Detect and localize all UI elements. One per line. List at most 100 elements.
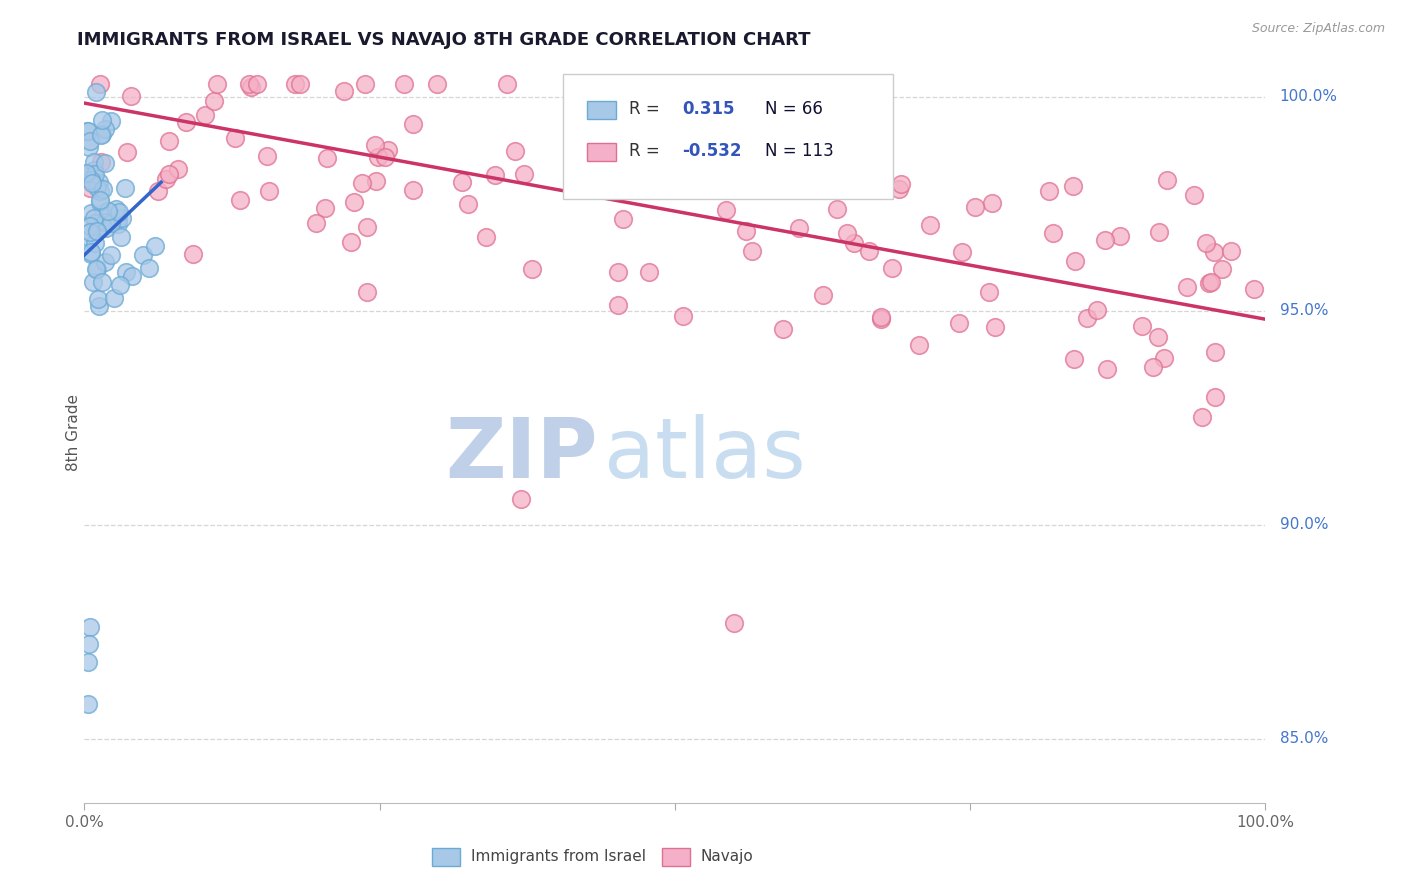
Point bbox=[76, 124, 98, 138]
Point bbox=[513, 168, 536, 182]
Point bbox=[80, 206, 103, 220]
Point bbox=[79, 181, 101, 195]
Point bbox=[86, 179, 108, 194]
FancyBboxPatch shape bbox=[588, 101, 616, 119]
Point bbox=[426, 77, 449, 91]
Text: 0.315: 0.315 bbox=[682, 100, 734, 118]
Point bbox=[1062, 179, 1084, 194]
Point bbox=[343, 195, 366, 210]
Point bbox=[157, 134, 180, 148]
Point bbox=[496, 77, 519, 91]
Point bbox=[82, 275, 104, 289]
Point bbox=[83, 155, 105, 169]
Point bbox=[138, 260, 160, 275]
Point bbox=[83, 211, 105, 225]
Point bbox=[256, 149, 278, 163]
Point bbox=[305, 216, 328, 230]
Point bbox=[204, 94, 226, 108]
Point bbox=[787, 221, 810, 235]
Point bbox=[890, 177, 912, 191]
Point bbox=[835, 226, 858, 240]
Point bbox=[356, 220, 378, 235]
Point bbox=[484, 168, 506, 182]
Point bbox=[75, 166, 97, 180]
Text: R =: R = bbox=[628, 143, 665, 161]
Point bbox=[981, 196, 1004, 211]
Point bbox=[364, 174, 387, 188]
Point bbox=[86, 85, 108, 99]
Point bbox=[1147, 225, 1170, 239]
Point bbox=[1175, 279, 1198, 293]
Point bbox=[94, 215, 117, 229]
FancyBboxPatch shape bbox=[588, 143, 616, 161]
Point bbox=[612, 212, 634, 227]
Point bbox=[207, 77, 229, 91]
Point bbox=[114, 265, 136, 279]
Point bbox=[87, 175, 110, 189]
Point bbox=[86, 224, 108, 238]
Point bbox=[637, 265, 659, 279]
Point bbox=[76, 167, 98, 181]
Point bbox=[284, 77, 307, 91]
Point bbox=[80, 173, 103, 187]
Point bbox=[1108, 228, 1130, 243]
Point bbox=[1156, 173, 1178, 187]
Point bbox=[84, 216, 107, 230]
Point bbox=[120, 89, 142, 103]
Point bbox=[107, 211, 129, 226]
Point bbox=[1076, 310, 1098, 325]
Point bbox=[77, 124, 100, 138]
Point bbox=[238, 77, 260, 91]
Point bbox=[1202, 244, 1225, 259]
Point bbox=[870, 312, 893, 326]
Point bbox=[811, 288, 834, 302]
Point bbox=[723, 615, 745, 630]
Y-axis label: 8th Grade: 8th Grade bbox=[66, 394, 80, 471]
Point bbox=[880, 261, 903, 276]
Point bbox=[111, 211, 134, 225]
Point bbox=[229, 194, 252, 208]
Text: 85.0%: 85.0% bbox=[1279, 731, 1327, 746]
Point bbox=[1087, 302, 1109, 317]
Point bbox=[94, 122, 117, 136]
Point bbox=[588, 119, 610, 133]
Point bbox=[450, 175, 472, 189]
Point bbox=[475, 230, 498, 244]
Point bbox=[89, 195, 111, 210]
Point bbox=[132, 248, 155, 262]
Point bbox=[1064, 254, 1087, 268]
Point bbox=[401, 116, 423, 130]
Point bbox=[77, 637, 100, 651]
Text: ZIP: ZIP bbox=[446, 414, 598, 495]
Point bbox=[659, 153, 682, 168]
Point bbox=[948, 316, 970, 330]
Point bbox=[117, 145, 139, 159]
Text: 95.0%: 95.0% bbox=[1279, 303, 1329, 318]
Point bbox=[246, 77, 269, 91]
Text: -0.532: -0.532 bbox=[682, 143, 741, 161]
Point bbox=[457, 196, 479, 211]
Point bbox=[89, 77, 111, 91]
Text: 100.0%: 100.0% bbox=[1279, 89, 1337, 104]
Point bbox=[316, 151, 339, 165]
Point bbox=[1182, 187, 1205, 202]
Point bbox=[108, 277, 131, 292]
Point bbox=[93, 255, 115, 269]
Point bbox=[80, 245, 103, 260]
Point bbox=[825, 202, 848, 217]
Text: Source: ZipAtlas.com: Source: ZipAtlas.com bbox=[1251, 22, 1385, 36]
Point bbox=[367, 150, 389, 164]
Text: atlas: atlas bbox=[605, 414, 806, 495]
Point bbox=[82, 176, 104, 190]
Point bbox=[79, 231, 101, 245]
Point bbox=[90, 155, 112, 169]
Point bbox=[402, 183, 425, 197]
Point bbox=[1191, 409, 1213, 424]
Text: IMMIGRANTS FROM ISRAEL VS NAVAJO 8TH GRADE CORRELATION CHART: IMMIGRANTS FROM ISRAEL VS NAVAJO 8TH GRA… bbox=[77, 31, 811, 49]
Point bbox=[314, 202, 336, 216]
Point bbox=[1147, 330, 1170, 344]
Point bbox=[288, 77, 311, 91]
Point bbox=[90, 128, 112, 142]
Point bbox=[1153, 351, 1175, 366]
Point bbox=[950, 244, 973, 259]
